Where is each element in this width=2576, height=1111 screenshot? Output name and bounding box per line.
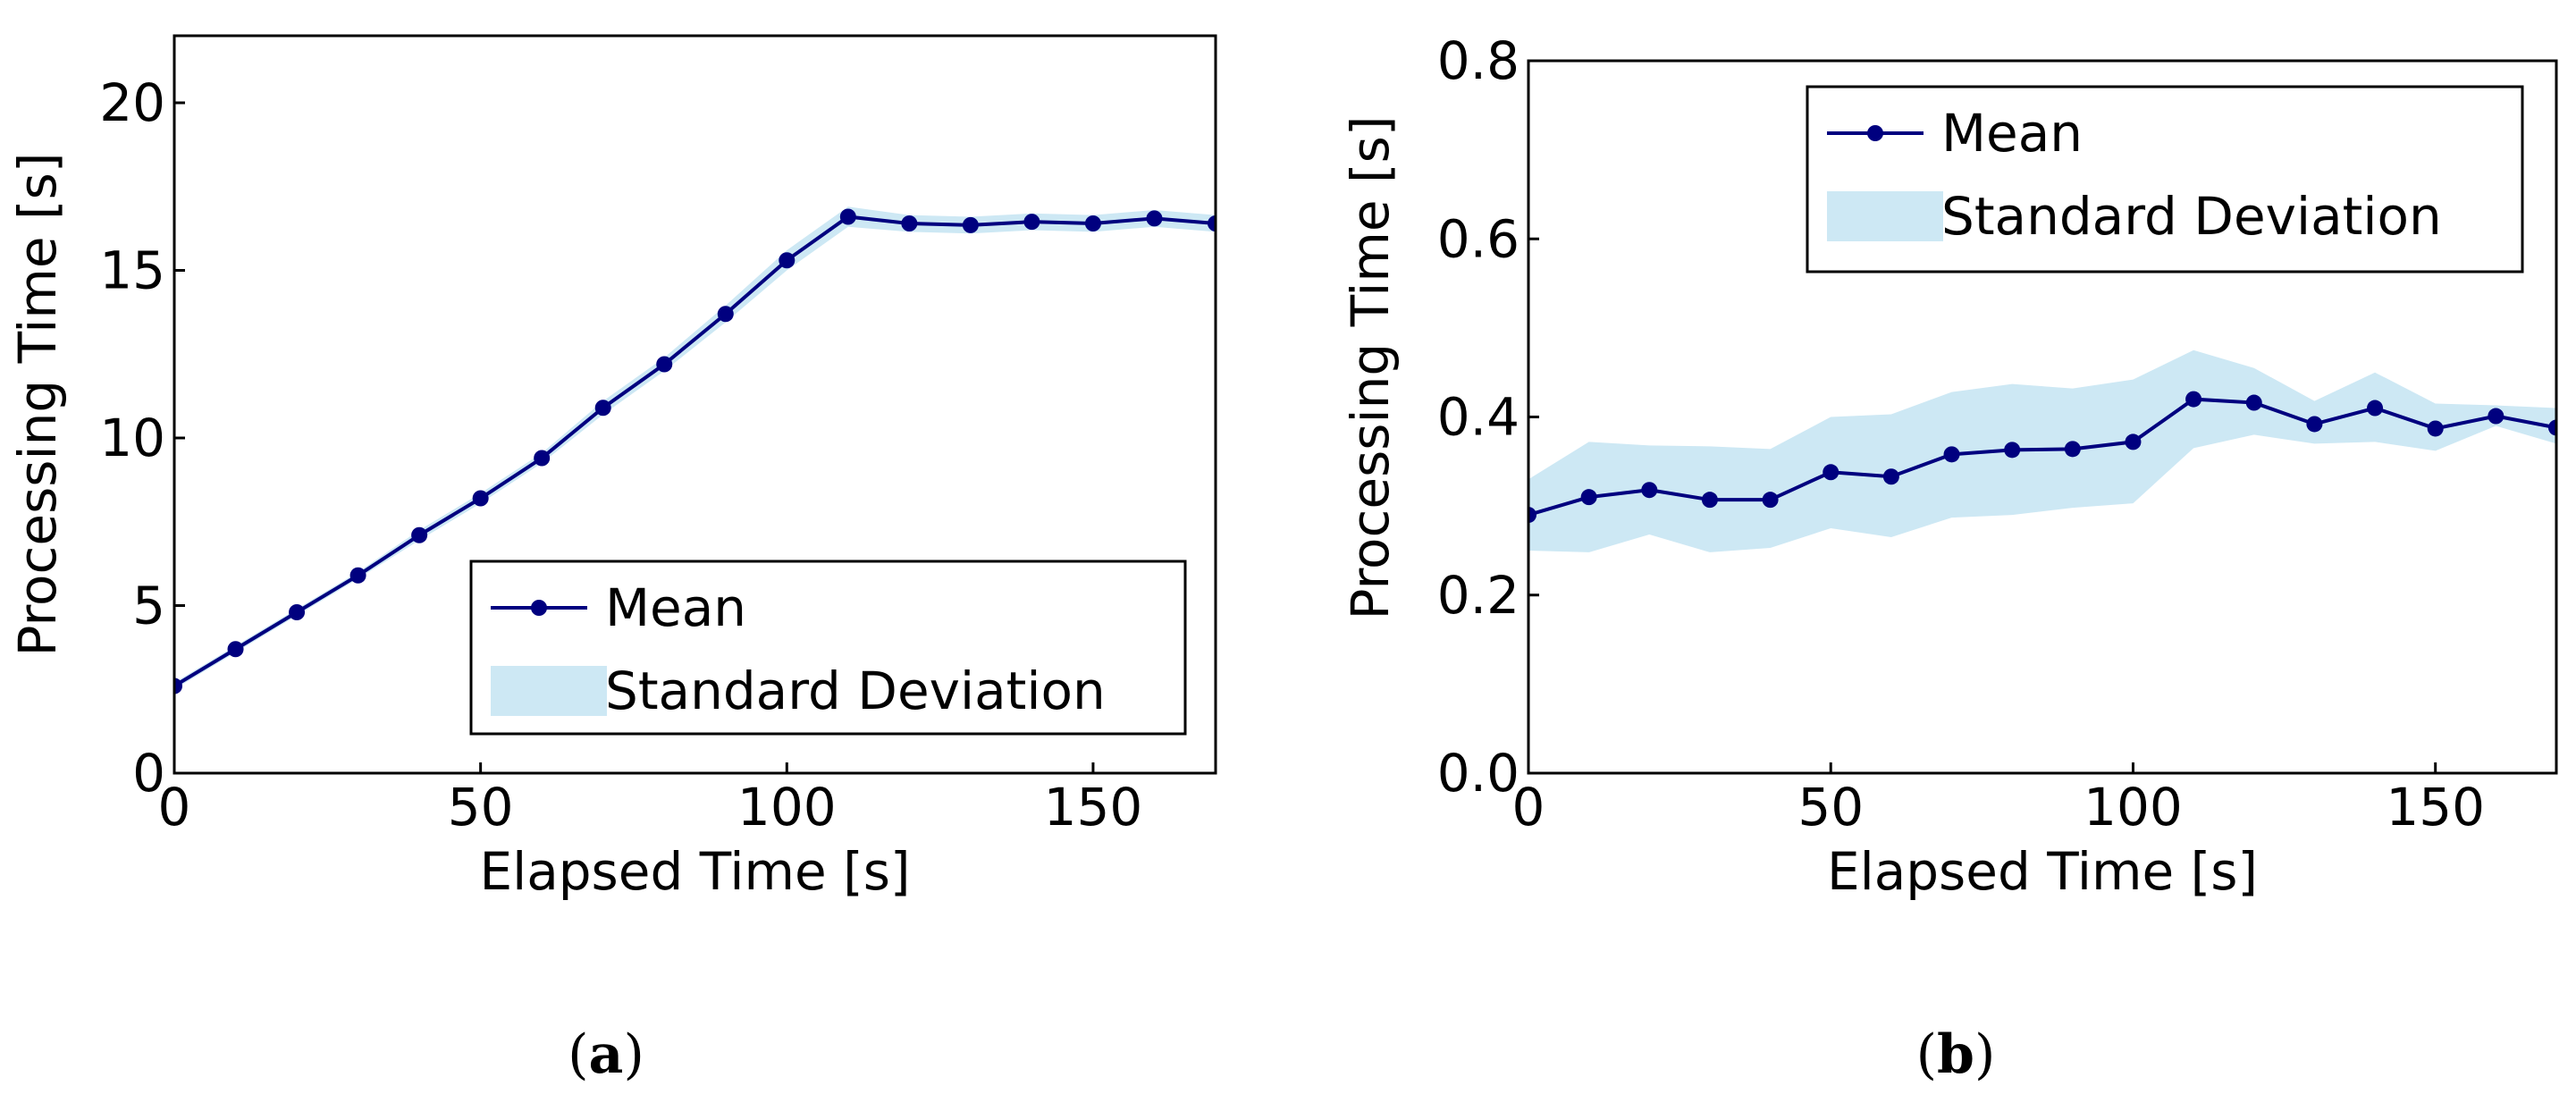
mean-point xyxy=(2427,420,2444,437)
mean-point xyxy=(2306,416,2323,433)
mean-point xyxy=(1823,464,1839,481)
mean-point xyxy=(1208,215,1216,231)
mean-point xyxy=(1943,446,1960,463)
legend-std-swatch xyxy=(491,666,607,716)
mean-point xyxy=(2064,441,2081,458)
mean-point xyxy=(2367,400,2384,417)
chart-a: 0 50 100 150 0 5 10 15 20 Elapsed Time [s] Process… xyxy=(7,34,1217,1086)
mean-point xyxy=(656,356,673,373)
mean-point xyxy=(1528,507,1536,524)
panel-caption: (b) xyxy=(1916,1023,1996,1086)
legend: Mean Standard Deviation xyxy=(469,560,1187,736)
legend-std-label: Standard Deviation xyxy=(1941,186,2442,247)
x-axis-label: Elapsed Time [s] xyxy=(479,841,910,902)
x-tick-label: 150 xyxy=(2386,777,2485,837)
mean-point xyxy=(289,604,306,620)
mean-point xyxy=(779,252,796,269)
mean-point xyxy=(1146,210,1163,227)
mean-point xyxy=(2245,394,2262,411)
y-tick-label: 15 xyxy=(99,240,165,301)
mean-point xyxy=(1762,492,1779,509)
mean-point xyxy=(1084,215,1101,231)
x-tick-label: 0 xyxy=(158,777,191,837)
y-tick-label: 20 xyxy=(99,72,165,133)
mean-point xyxy=(901,215,918,231)
legend: Mean Standard Deviation xyxy=(1806,85,2524,274)
mean-point xyxy=(1701,492,1718,509)
mean-point xyxy=(2488,408,2504,425)
mean-point xyxy=(594,400,611,417)
mean-point xyxy=(962,216,979,233)
legend-mean-marker xyxy=(531,600,547,616)
mean-point xyxy=(2004,442,2021,459)
mean-point xyxy=(174,678,182,694)
y-tick-label: 0 xyxy=(132,743,165,804)
legend-std-swatch xyxy=(1827,191,1943,241)
mean-point xyxy=(839,208,856,225)
mean-point xyxy=(2548,419,2556,436)
mean-point xyxy=(2125,433,2142,450)
mean-point xyxy=(1580,489,1597,506)
mean-point xyxy=(1641,482,1658,499)
y-axis-label: Processing Time [s] xyxy=(7,153,68,657)
mean-point xyxy=(227,641,244,658)
y-tick-label: 0.6 xyxy=(1437,208,1520,269)
legend-std-label: Standard Deviation xyxy=(605,661,1106,721)
y-tick-label: 10 xyxy=(99,408,165,468)
mean-point xyxy=(349,567,366,584)
mean-point xyxy=(2185,391,2202,408)
mean-point xyxy=(1882,468,1899,485)
legend-mean-label: Mean xyxy=(1941,103,2083,164)
x-tick-label: 50 xyxy=(1797,777,1864,837)
plot-frame xyxy=(173,34,1217,775)
legend-mean-label: Mean xyxy=(605,577,746,638)
mean-point xyxy=(534,450,551,467)
y-tick-label: 0.2 xyxy=(1437,565,1520,626)
mean-point xyxy=(717,306,734,323)
y-tick-label: 0.0 xyxy=(1437,743,1520,804)
mean-line xyxy=(174,215,1216,688)
panel-caption: (a) xyxy=(568,1023,644,1086)
chart-b: 0 50 100 150 0.0 0.2 0.4 0.6 0.8 Elapsed Time [s]… xyxy=(1340,30,2558,1086)
y-tick-label: 0.4 xyxy=(1437,387,1520,448)
x-tick-label: 0 xyxy=(1512,777,1545,837)
y-axis-label: Processing Time [s] xyxy=(1340,116,1401,620)
plot-area xyxy=(174,206,1216,694)
y-tick-label: 5 xyxy=(132,576,165,636)
mean-point xyxy=(472,490,489,507)
mean-point xyxy=(411,526,428,543)
x-axis-label: Elapsed Time [s] xyxy=(1827,841,2258,902)
mean-point xyxy=(1023,214,1040,231)
legend-mean-marker xyxy=(1867,125,1883,141)
x-tick-label: 100 xyxy=(737,777,837,837)
plot-area xyxy=(1528,349,2556,552)
x-tick-label: 150 xyxy=(1044,777,1143,837)
y-tick-label: 0.8 xyxy=(1437,30,1520,91)
x-tick-label: 100 xyxy=(2084,777,2183,837)
mean-line xyxy=(1528,397,2556,518)
x-tick-label: 50 xyxy=(448,777,514,837)
